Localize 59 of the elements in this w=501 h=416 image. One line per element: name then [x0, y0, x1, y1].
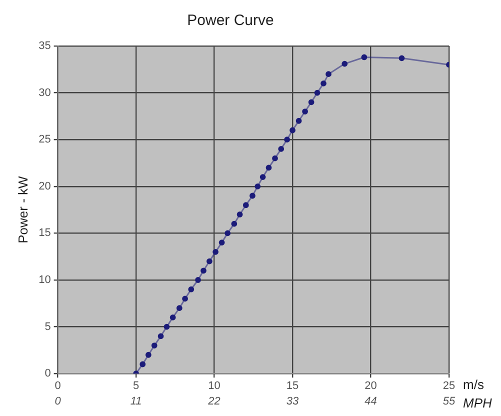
- point: [314, 90, 320, 96]
- x2-tick-label: 22: [207, 395, 220, 408]
- point: [145, 352, 152, 358]
- point: [218, 240, 225, 246]
- point: [206, 258, 212, 264]
- x2-tick-label: 33: [286, 395, 300, 408]
- x-tick-label: 15: [286, 380, 299, 392]
- point: [361, 54, 368, 60]
- x-tick-label: 5: [133, 380, 140, 392]
- point: [200, 268, 206, 274]
- point: [195, 277, 201, 283]
- y-tick-label: 0: [44, 368, 51, 380]
- point: [176, 305, 182, 312]
- y-tick-label: 30: [38, 86, 51, 99]
- x2-tick-label: 44: [364, 395, 377, 408]
- point: [308, 99, 314, 106]
- x-axis-title: m/s: [463, 377, 484, 392]
- chart-title: Power Curve: [187, 12, 274, 30]
- point: [236, 212, 243, 218]
- x-tick-label: 0: [54, 380, 61, 392]
- x2-axis-title: MPH: [463, 395, 492, 410]
- x2-tick-label: 55: [442, 395, 456, 408]
- point: [140, 361, 146, 368]
- point: [266, 164, 272, 171]
- y-tick-label: 20: [38, 180, 51, 192]
- point: [242, 202, 249, 208]
- point: [398, 55, 405, 62]
- x2-tick-label: 11: [130, 395, 142, 408]
- point: [188, 286, 194, 292]
- point: [342, 60, 348, 67]
- y-tick-label: 5: [44, 320, 51, 333]
- point: [158, 333, 164, 340]
- point: [231, 220, 238, 227]
- y-axis-title: Power - kW: [15, 175, 30, 244]
- point: [182, 296, 188, 302]
- x-tick-label: 25: [442, 380, 456, 392]
- point: [224, 230, 231, 236]
- x-tick-label: 20: [364, 380, 377, 392]
- point: [326, 71, 332, 78]
- point: [272, 155, 278, 162]
- x2-tick-label: 0: [54, 395, 62, 408]
- point: [302, 108, 308, 114]
- y-tick-label: 25: [38, 134, 51, 146]
- point: [278, 146, 284, 152]
- point: [250, 192, 256, 199]
- point: [254, 183, 261, 190]
- point: [320, 80, 326, 86]
- point: [260, 174, 266, 180]
- point: [284, 136, 290, 143]
- point: [212, 248, 219, 255]
- y-tick-label: 10: [38, 274, 51, 286]
- y-tick-label: 15: [38, 227, 51, 240]
- x-tick-label: 10: [208, 380, 220, 392]
- point: [164, 324, 170, 330]
- point: [170, 314, 176, 320]
- point: [290, 127, 296, 134]
- point: [296, 118, 302, 124]
- point: [151, 342, 158, 348]
- y-tick-label: 35: [38, 40, 51, 52]
